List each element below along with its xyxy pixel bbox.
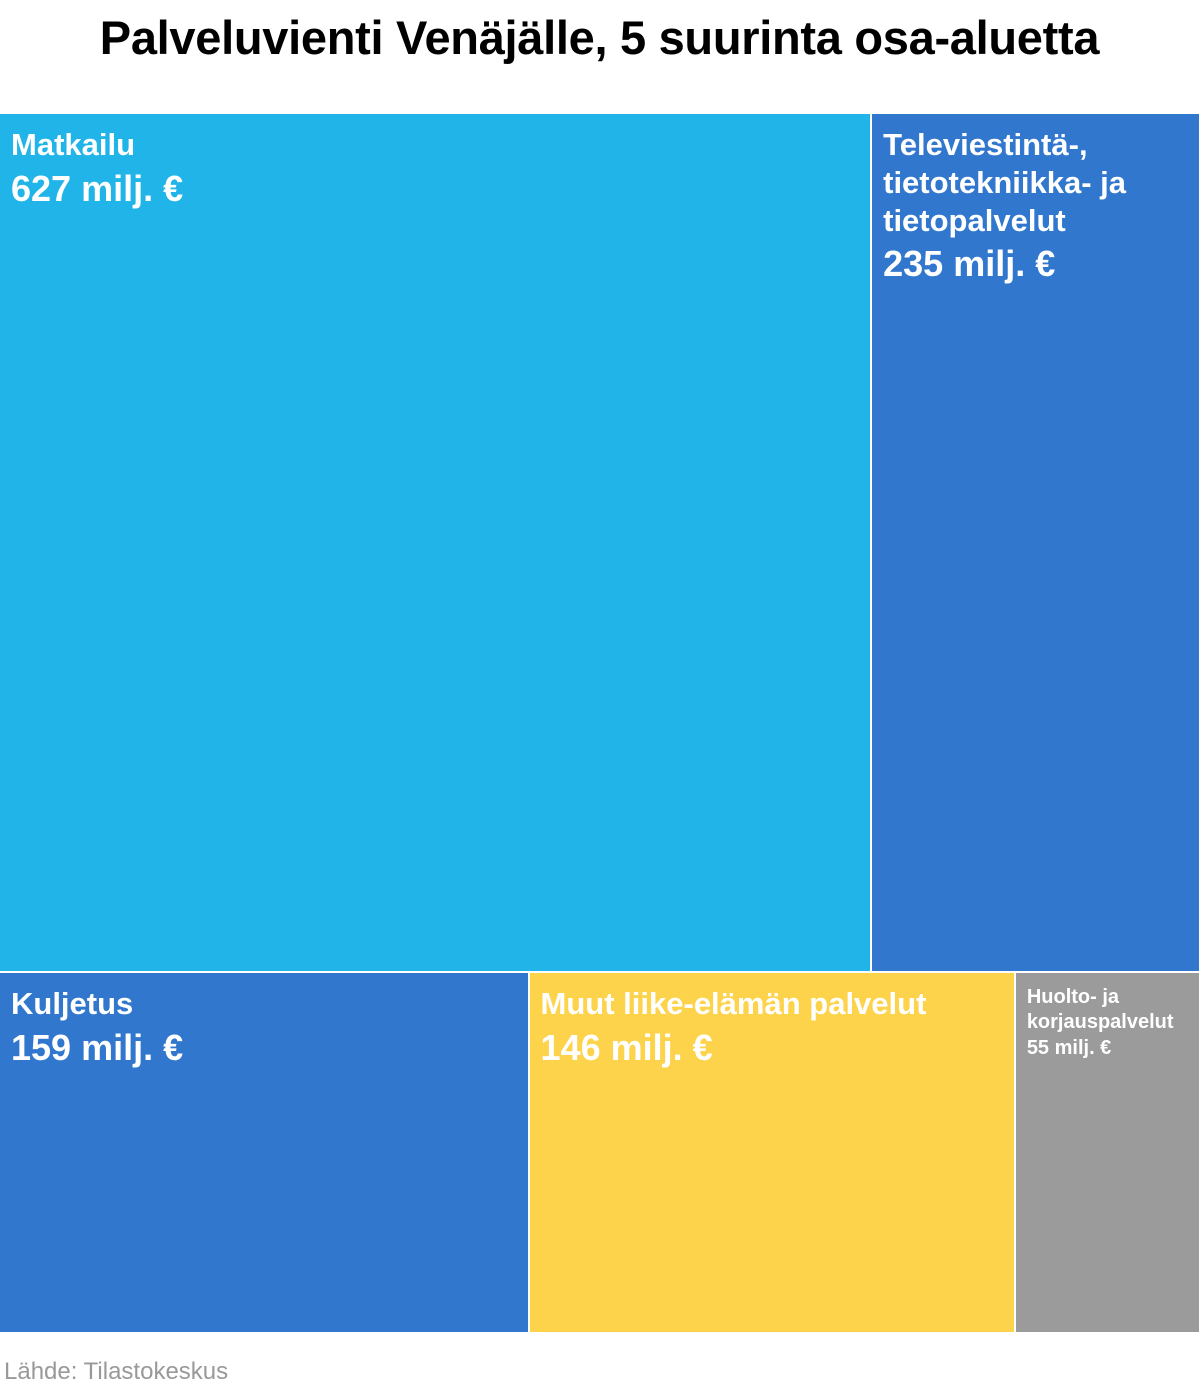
tile-category-name: Matkailu [11,127,136,162]
tile-value-label: 627 milj. € [11,167,184,209]
tile-label: Muut liike-elämän palvelut 146 milj. € [541,985,1005,1070]
source-note: Lähde: Tilastokeskus [4,1358,229,1385]
tile-category-name: Muut liike-elämän palvelut [540,986,927,1022]
tile-category-name: Huolto- ja korjauspalvelut [1026,986,1174,1033]
treemap-tile-matkailu: Matkailu 627 milj. € [0,114,871,972]
chart-title: Palveluvienti Venäjälle, 5 suurinta osa-… [99,11,1100,64]
tile-category-name: Kuljetus [11,986,134,1022]
tile-value-label: 159 milj. € [11,1026,184,1068]
tile-label: Matkailu 627 milj. € [11,126,861,211]
treemap-tile-muut-palvelut: Muut liike-elämän palvelut 146 milj. € [529,973,1014,1332]
tile-label: Kuljetus 159 milj. € [11,985,519,1070]
treemap: Matkailu 627 milj. € Televiestintä-, tieto… [0,114,1199,1332]
tile-value-label: 235 milj. € [883,243,1056,285]
tile-category-name: Televiestintä-, tietotekniikka- ja tieto… [883,127,1127,238]
tile-value-label: 55 milj. € [1026,1036,1112,1059]
tile-value-label: 146 milj. € [540,1026,713,1068]
treemap-tile-kuljetus: Kuljetus 159 milj. € [0,973,528,1332]
treemap-tile-televiestinta: Televiestintä-, tietotekniikka- ja tieto… [872,114,1199,972]
tile-label: Huolto- ja korjauspalvelut 55 milj. € [1027,985,1188,1060]
tile-label: Televiestintä-, tietotekniikka- ja tieto… [883,126,1188,286]
treemap-tile-huolto-korjaus: Huolto- ja korjauspalvelut 55 milj. € [1015,973,1199,1332]
